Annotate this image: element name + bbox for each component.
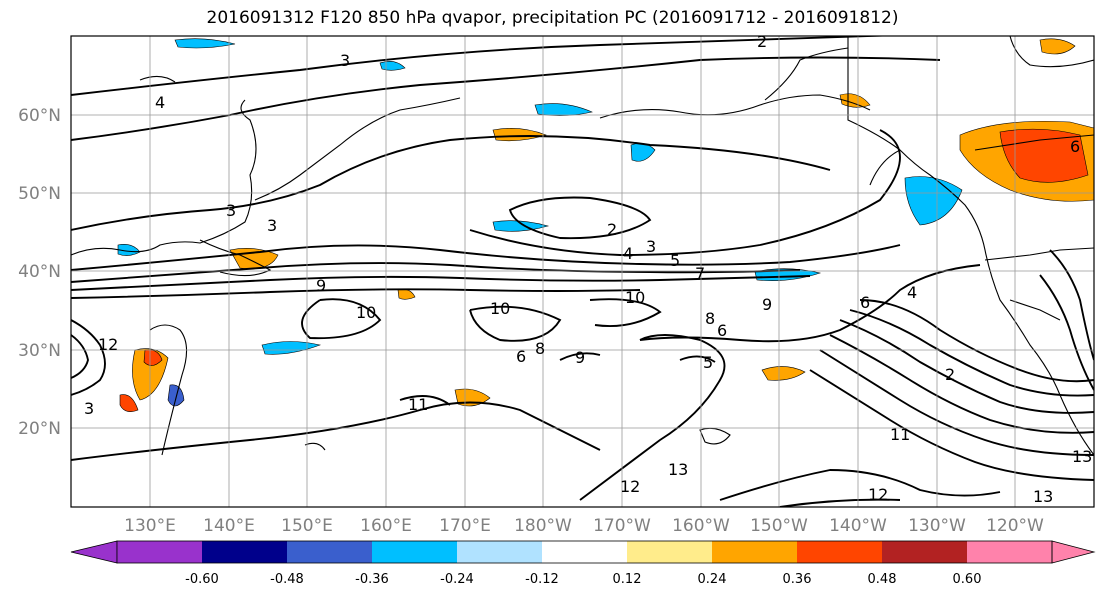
- colorbar-tick-label: -0.36: [355, 572, 389, 587]
- contour-label: 13: [668, 460, 688, 479]
- lon-label: 130°W: [908, 516, 966, 536]
- lon-label: 160°E: [360, 516, 412, 536]
- contour-label: 2: [757, 32, 767, 51]
- lat-label: 50°N: [18, 184, 61, 204]
- contour-label: 6: [860, 293, 870, 312]
- colorbar-tick-label: 0.24: [698, 572, 727, 587]
- colorbar-bin: [797, 541, 883, 563]
- colorbar-bin: [202, 541, 288, 563]
- contour-label: 11: [890, 425, 910, 444]
- colorbar-bin: [967, 541, 1052, 563]
- lon-label: 150°E: [281, 516, 333, 536]
- contour-label: 5: [703, 353, 713, 372]
- contour-label: 13: [1072, 447, 1092, 466]
- colorbar-bin: [372, 541, 458, 563]
- contour-label: 4: [907, 283, 917, 302]
- contour-label: 9: [762, 295, 772, 314]
- contour-label: 12: [868, 485, 888, 504]
- contour-label: 13: [1033, 487, 1053, 506]
- colorbar-tick-label: -0.48: [270, 572, 304, 587]
- contour-label: 3: [646, 237, 656, 256]
- longitude-labels: 130°E 140°E 150°E 160°E 170°E 180°W 170°…: [124, 516, 1044, 536]
- contour-label: 2: [945, 365, 955, 384]
- colorbar-bin: [117, 541, 203, 563]
- contour-label: 3: [84, 399, 94, 418]
- contour-label: 12: [98, 335, 118, 354]
- colorbar-border: [116, 540, 1053, 564]
- colorbar-extend-high: [1051, 540, 1096, 564]
- lat-label: 60°N: [18, 106, 61, 126]
- colorbar-tick-label: -0.12: [525, 572, 559, 587]
- colorbar-tick-label: 0.60: [953, 572, 982, 587]
- colorbar-bin: [457, 541, 543, 563]
- lon-label: 140°W: [829, 516, 887, 536]
- colorbar-extend-low: [70, 540, 118, 564]
- contour-label: 6: [516, 347, 526, 366]
- contour-label: 3: [267, 216, 277, 235]
- colorbar-bin: [712, 541, 798, 563]
- contour-label: 12: [620, 477, 640, 496]
- contour-label: 7: [695, 264, 705, 283]
- lon-label: 180°W: [514, 516, 572, 536]
- contour-label: 9: [575, 348, 585, 367]
- colorbar-tick-label: 0.12: [613, 572, 642, 587]
- lon-label: 170°W: [593, 516, 651, 536]
- plot-title: 2016091312 F120 850 hPa qvapor, precipit…: [206, 8, 899, 28]
- lon-label: 150°W: [750, 516, 808, 536]
- lat-label: 20°N: [18, 419, 61, 439]
- colorbar: -0.60 -0.48 -0.36 -0.24 -0.12 0.12 0.24 …: [70, 540, 1096, 587]
- contour-labels: 3 2 4 3 2 4 3 5 7 9 10 10 10 9 8 6 5 6 8…: [84, 32, 1092, 506]
- map-border: [70, 35, 1095, 508]
- colorbar-tick-label: -0.24: [440, 572, 474, 587]
- lat-label: 30°N: [18, 341, 61, 361]
- colorbar-tick-label: -0.60: [185, 572, 219, 587]
- colorbar-bin: [627, 541, 713, 563]
- qvapor-contours: [71, 36, 1094, 507]
- contour-label: 8: [705, 309, 715, 328]
- gridlines: [71, 36, 1094, 507]
- contour-label: 6: [717, 321, 727, 340]
- lon-label: 170°E: [439, 516, 491, 536]
- lon-label: 120°W: [986, 516, 1044, 536]
- contour-label: 5: [670, 251, 680, 270]
- colorbar-tick-label: 0.36: [783, 572, 812, 587]
- colorbar-tick-label: 0.48: [868, 572, 897, 587]
- contour-label: 9: [316, 276, 326, 295]
- lon-label: 130°E: [124, 516, 176, 536]
- contour-label: 3: [340, 51, 350, 70]
- contour-label: 2: [607, 220, 617, 239]
- lat-label: 40°N: [18, 262, 61, 282]
- coastlines: [71, 36, 1094, 456]
- contour-label: 4: [623, 244, 633, 263]
- colorbar-bin: [882, 541, 968, 563]
- contour-label: 4: [155, 93, 165, 112]
- latitude-labels: 60°N 50°N 40°N 30°N 20°N: [18, 106, 61, 439]
- contour-label: 10: [625, 288, 645, 307]
- contour-label: 3: [226, 201, 236, 220]
- lon-label: 160°W: [672, 516, 730, 536]
- colorbar-bin: [542, 541, 628, 563]
- lon-label: 140°E: [203, 516, 255, 536]
- contour-label: 6: [1070, 137, 1080, 156]
- contour-label: 8: [535, 339, 545, 358]
- contour-label: 11: [408, 395, 428, 414]
- contour-label: 10: [490, 299, 510, 318]
- contour-label: 10: [356, 303, 376, 322]
- colorbar-bin: [287, 541, 373, 563]
